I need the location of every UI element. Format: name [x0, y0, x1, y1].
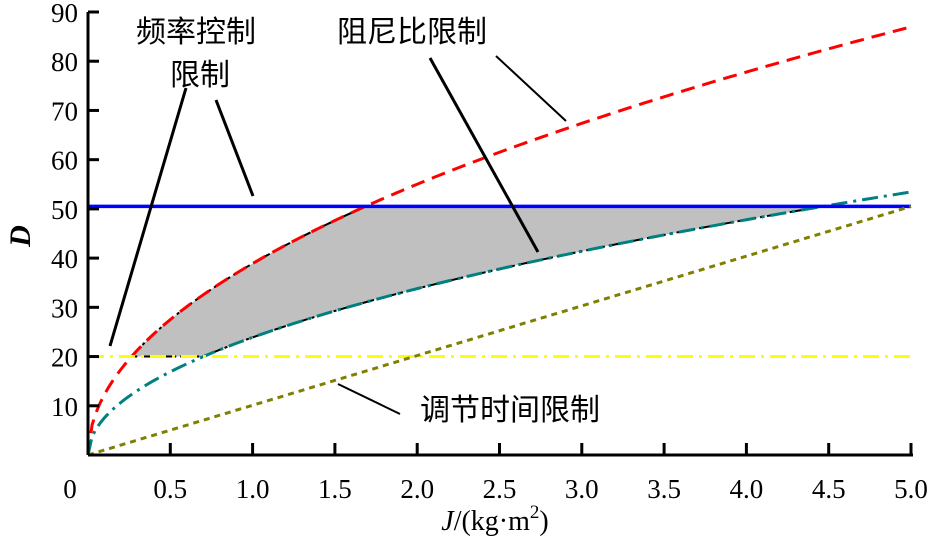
x-tick-label: 3.5	[647, 474, 681, 504]
y-tick-label: 60	[51, 146, 78, 176]
y-tick-label: 80	[51, 47, 78, 77]
x-tick-label: 1.5	[318, 474, 352, 504]
y-tick-label: 70	[51, 96, 78, 126]
annotation-frequency-1: 频率控制	[136, 15, 256, 50]
x-tick-label: 1.0	[236, 474, 270, 504]
x-axis-label: J/(kg·m2)	[441, 502, 548, 537]
x-tick-label: 3.0	[565, 474, 599, 504]
y-tick-label: 20	[51, 343, 78, 373]
annotation-frequency-2: 限制	[170, 58, 230, 93]
leader-line	[428, 57, 540, 253]
y-tick-label: 10	[51, 392, 78, 422]
leader-line	[337, 383, 401, 415]
x-label-unit: /(kg·m	[454, 506, 530, 537]
leader-line	[495, 55, 567, 122]
y-axis-label: D	[4, 225, 37, 248]
x-tick-label: 5.0	[894, 474, 928, 504]
y-tick-label: 50	[51, 195, 78, 225]
series-damping-upper	[86, 25, 912, 456]
origin-label: 0	[63, 474, 77, 504]
feasible-region	[129, 205, 824, 358]
y-tick-label: 30	[51, 293, 78, 323]
annotation-damping: 阻尼比限制	[337, 15, 487, 50]
series-settling-time-limit	[87, 204, 912, 457]
x-tick-label: 0.5	[153, 474, 187, 504]
x-tick-label: 4.5	[812, 474, 846, 504]
x-label-var: J	[441, 506, 455, 537]
leader-line	[108, 87, 188, 347]
x-label-close: )	[539, 506, 548, 537]
x-label-sup: 2	[530, 502, 540, 523]
x-tick-label: 4.0	[730, 474, 764, 504]
y-tick-label: 90	[51, 0, 78, 28]
leader-line	[214, 99, 255, 197]
annotation-settling: 调节时间限制	[420, 393, 600, 428]
x-tick-label: 2.5	[483, 474, 517, 504]
x-tick-label: 2.0	[400, 474, 434, 504]
y-tick-label: 40	[51, 244, 78, 274]
series-damping-lower	[86, 190, 912, 456]
